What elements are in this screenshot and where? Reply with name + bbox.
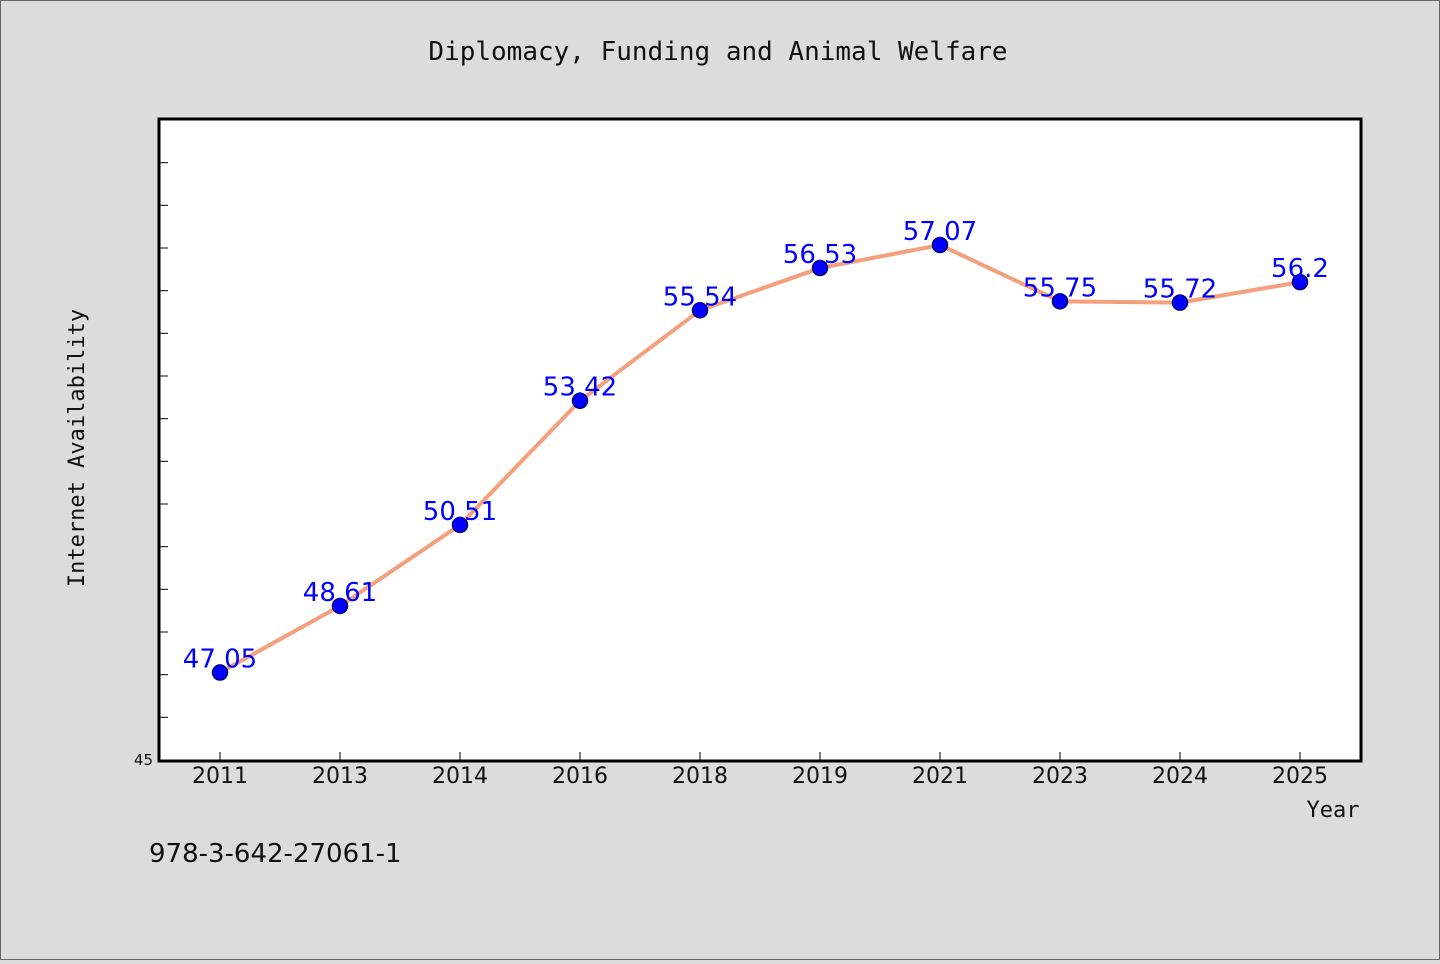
x-tick-label: 2025	[1272, 764, 1328, 789]
x-tick-label: 2024	[1152, 764, 1208, 789]
data-label: 55.75	[1023, 273, 1097, 303]
x-tick-label: 2013	[312, 764, 368, 789]
chart-title: Diplomacy, Funding and Animal Welfare	[428, 37, 1007, 67]
x-tick-label: 2014	[432, 764, 488, 789]
data-markers	[211, 236, 1309, 681]
y-axis-ticks: 45	[134, 162, 168, 769]
data-point	[1291, 273, 1309, 291]
series-line	[218, 243, 1302, 675]
data-point	[931, 236, 949, 254]
x-tick-label: 2011	[192, 764, 248, 789]
x-tick-label: 2019	[792, 764, 848, 789]
data-point	[1051, 293, 1069, 310]
data-labels: 47.05 48.61 50.51 53.42 55.54 56.53 57.07 55.75…	[183, 217, 1329, 675]
data-point	[811, 259, 829, 277]
data-point	[571, 392, 589, 409]
x-tick-label: 2016	[552, 764, 608, 789]
data-point	[331, 597, 349, 615]
data-label: 56.53	[783, 240, 857, 270]
data-label: 57.07	[903, 217, 977, 247]
data-point	[691, 302, 709, 319]
data-label: 48.61	[303, 578, 377, 608]
footnote-isbn: 978-3-642-27061-1	[149, 839, 402, 869]
y-axis-label: Internet Availability	[65, 309, 90, 587]
x-tick-label: 2018	[672, 764, 728, 789]
data-point	[1171, 294, 1189, 311]
data-point	[211, 664, 229, 681]
x-axis-label: Year	[1307, 798, 1360, 823]
x-tick-label: 2023	[1032, 764, 1088, 789]
data-label: 53.42	[543, 373, 617, 403]
plot-area	[157, 117, 1363, 763]
x-axis-ticks: 2011 2013 2014 2016 2018 2019 2021 2023 2024 2025	[192, 752, 1328, 789]
y-tick-label: 45	[134, 751, 153, 769]
data-label: 56.2	[1271, 254, 1329, 284]
x-tick-label: 2021	[912, 764, 968, 789]
data-label: 47.05	[183, 645, 257, 675]
data-label: 55.54	[663, 282, 737, 312]
data-point	[451, 516, 469, 534]
data-label: 50.51	[423, 497, 497, 527]
data-label: 55.72	[1143, 275, 1217, 305]
